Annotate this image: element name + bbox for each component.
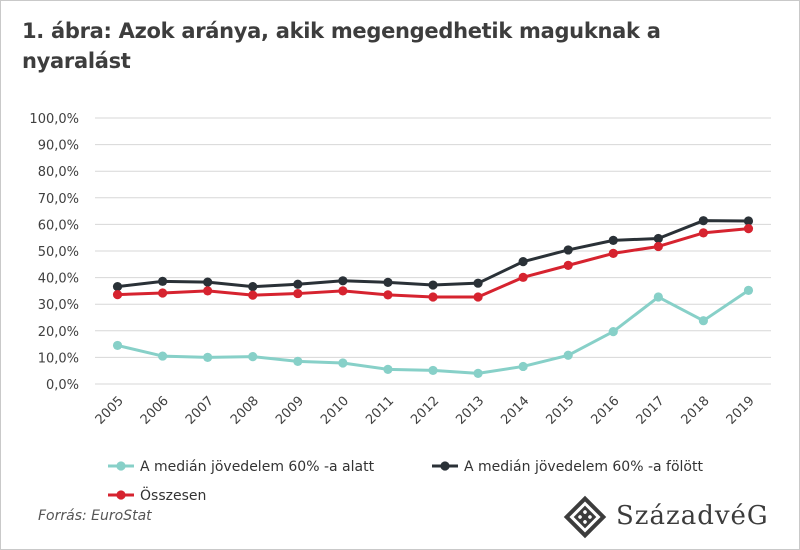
y-tick-label: 70,0% <box>38 192 79 207</box>
x-tick-label: 2005 <box>93 394 127 428</box>
x-tick-label: 2014 <box>498 394 532 428</box>
data-point <box>608 326 618 337</box>
source-note: Forrás: EuroStat <box>38 508 152 524</box>
data-point <box>518 361 528 372</box>
x-tick-label: 2012 <box>408 394 442 428</box>
data-point <box>563 245 573 255</box>
data-point <box>698 316 709 326</box>
data-point <box>112 290 123 300</box>
data-point <box>473 292 483 302</box>
y-tick-label: 10,0% <box>38 351 79 366</box>
y-tick-label: 40,0% <box>38 272 79 287</box>
series-line <box>116 288 750 375</box>
data-point <box>743 216 754 226</box>
data-point <box>203 352 213 362</box>
data-point <box>563 350 573 360</box>
brand-logo: SzázadvéG <box>560 492 795 542</box>
data-point <box>428 292 438 302</box>
data-point <box>383 277 393 287</box>
data-point <box>158 288 168 298</box>
data-point <box>608 235 618 245</box>
data-point <box>293 356 303 366</box>
x-tick-label: 2019 <box>724 394 758 428</box>
x-tick-label: 2009 <box>273 394 307 428</box>
x-tick-label: 2017 <box>634 394 668 428</box>
data-point <box>158 276 168 286</box>
legend-label: Összesen <box>140 486 206 504</box>
data-point <box>112 340 123 351</box>
chart-title: 1. ábra: Azok aránya, akik megengedhetik… <box>22 19 661 73</box>
line-chart: 0,0% 10,0% 20,0% 30,0% 40,0% 50,0% 60,0% 70,0% 8… <box>29 112 771 504</box>
legend-marker-point <box>116 461 126 471</box>
data-point <box>653 292 663 302</box>
x-tick-label: 2013 <box>453 394 487 428</box>
x-tick-label: 2010 <box>318 394 352 428</box>
data-point <box>518 257 528 267</box>
x-tick-label: 2008 <box>228 394 262 428</box>
x-tick-label: 2016 <box>589 394 623 428</box>
data-point <box>112 282 123 292</box>
data-point <box>428 280 438 290</box>
x-tick-label: 2006 <box>138 394 172 428</box>
legend-marker-point <box>116 490 126 500</box>
x-tick-label: 2007 <box>183 394 217 428</box>
data-point <box>608 248 618 258</box>
x-tick-label: 2018 <box>679 394 713 428</box>
data-point <box>338 276 348 286</box>
diamond-dice-icon <box>563 495 607 539</box>
data-point <box>383 364 393 374</box>
data-point <box>653 233 663 244</box>
data-point <box>293 279 303 289</box>
y-tick-label: 20,0% <box>38 325 79 340</box>
y-tick-label: 100,0% <box>29 112 79 127</box>
data-point <box>338 286 348 296</box>
data-point <box>698 228 709 238</box>
data-point <box>653 241 663 252</box>
series-line <box>116 219 750 289</box>
data-point <box>473 278 483 288</box>
x-tick-label: 2015 <box>543 394 577 428</box>
y-tick-label: 30,0% <box>38 298 79 313</box>
data-point <box>158 351 168 361</box>
y-tick-label: 0,0% <box>46 378 79 393</box>
data-point <box>248 352 258 362</box>
legend-label: A medián jövedelem 60% -a alatt <box>140 459 375 475</box>
legend-marker-point <box>440 461 450 471</box>
data-point <box>698 216 709 226</box>
data-point <box>473 368 483 378</box>
data-point <box>203 277 213 287</box>
data-point <box>293 288 303 299</box>
data-point <box>428 365 438 376</box>
data-point <box>518 272 528 282</box>
data-point <box>248 290 258 300</box>
legend-label: A medián jövedelem 60% -a fölött <box>464 459 703 475</box>
data-point <box>743 285 754 295</box>
y-tick-label: 60,0% <box>38 218 79 233</box>
y-tick-label: 50,0% <box>38 245 79 260</box>
data-point <box>383 290 393 300</box>
y-tick-label: 80,0% <box>38 165 79 180</box>
y-tick-label: 90,0% <box>38 139 79 154</box>
data-point <box>338 358 348 368</box>
data-point <box>203 286 213 296</box>
x-tick-label: 2011 <box>363 394 397 428</box>
brand-name: SzázadvéG <box>616 501 769 531</box>
data-point <box>248 282 258 292</box>
data-point <box>743 224 754 234</box>
data-point <box>563 260 573 270</box>
